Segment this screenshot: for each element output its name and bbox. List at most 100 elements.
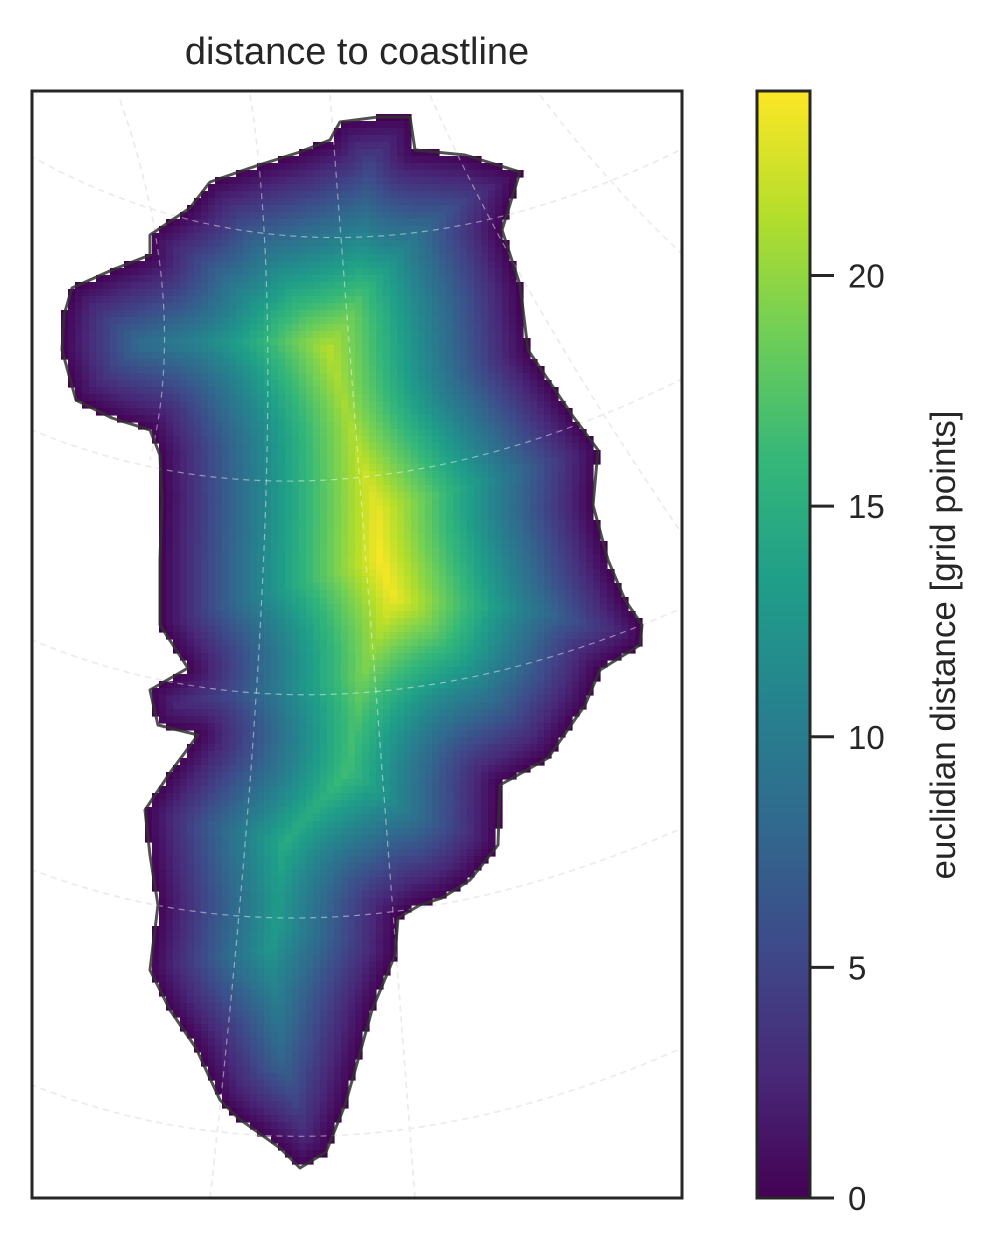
- heatmap-cell: [341, 128, 349, 136]
- heatmap-cell: [243, 492, 251, 500]
- heatmap-cell: [320, 212, 328, 220]
- heatmap-cell: [411, 597, 419, 605]
- heatmap-cell: [635, 632, 643, 640]
- heatmap-cell: [334, 506, 342, 514]
- heatmap-cell: [439, 296, 447, 304]
- heatmap-cell: [467, 695, 475, 703]
- heatmap-cell: [600, 653, 608, 661]
- heatmap-cell: [362, 429, 370, 437]
- heatmap-cell: [481, 436, 489, 444]
- heatmap-cell: [306, 716, 314, 724]
- heatmap-cell: [446, 541, 454, 549]
- heatmap-cell: [376, 345, 384, 353]
- heatmap-cell: [215, 576, 223, 584]
- heatmap-cell: [439, 583, 447, 591]
- heatmap-cell: [523, 527, 531, 535]
- heatmap-cell: [474, 373, 482, 381]
- heatmap-cell: [390, 408, 398, 416]
- heatmap-cell: [271, 310, 279, 318]
- heatmap-cell: [411, 562, 419, 570]
- heatmap-cell: [320, 394, 328, 402]
- heatmap-cell: [180, 569, 188, 577]
- heatmap-cell: [474, 331, 482, 339]
- heatmap-cell: [404, 590, 412, 598]
- heatmap-cell: [474, 170, 482, 178]
- heatmap-cell: [453, 212, 461, 220]
- heatmap-cell: [551, 492, 559, 500]
- heatmap-cell: [425, 282, 433, 290]
- heatmap-cell: [320, 611, 328, 619]
- heatmap-cell: [152, 247, 160, 255]
- heatmap-cell: [558, 478, 566, 486]
- heatmap-cell: [411, 716, 419, 724]
- heatmap-cell: [369, 317, 377, 325]
- heatmap-cell: [390, 562, 398, 570]
- heatmap-cell: [292, 177, 300, 185]
- heatmap-cell: [593, 555, 601, 563]
- heatmap-cell: [257, 387, 265, 395]
- heatmap-cell: [292, 457, 300, 465]
- heatmap-cell: [306, 184, 314, 192]
- heatmap-cell: [173, 443, 181, 451]
- heatmap-cell: [173, 478, 181, 486]
- heatmap-cell: [299, 443, 307, 451]
- heatmap-cell: [565, 485, 573, 493]
- heatmap-cell: [453, 611, 461, 619]
- heatmap-cell: [201, 268, 209, 276]
- heatmap-cell: [341, 506, 349, 514]
- heatmap-cell: [390, 394, 398, 402]
- heatmap-cell: [313, 387, 321, 395]
- heatmap-cell: [327, 660, 335, 668]
- heatmap-cell: [446, 660, 454, 668]
- heatmap-cell: [530, 681, 538, 689]
- heatmap-cell: [537, 555, 545, 563]
- heatmap-cell: [173, 394, 181, 402]
- heatmap-cell: [187, 422, 195, 430]
- heatmap-cell: [607, 583, 615, 591]
- heatmap-cell: [558, 611, 566, 619]
- heatmap-cell: [453, 408, 461, 416]
- heatmap-cell: [411, 408, 419, 416]
- heatmap-cell: [229, 709, 237, 717]
- heatmap-cell: [565, 632, 573, 640]
- heatmap-cell: [334, 541, 342, 549]
- heatmap-cell: [75, 366, 83, 374]
- heatmap-cell: [201, 618, 209, 626]
- heatmap-cell: [166, 485, 174, 493]
- heatmap-cell: [229, 443, 237, 451]
- heatmap-cell: [299, 275, 307, 283]
- heatmap-cell: [565, 429, 573, 437]
- heatmap-cell: [355, 660, 363, 668]
- heatmap-cell: [369, 366, 377, 374]
- heatmap-cell: [348, 268, 356, 276]
- heatmap-cell: [495, 373, 503, 381]
- heatmap-cell: [453, 436, 461, 444]
- heatmap-cell: [509, 401, 517, 409]
- heatmap-cell: [348, 527, 356, 535]
- heatmap-cell: [201, 408, 209, 416]
- heatmap-cell: [579, 681, 587, 689]
- heatmap-cell: [467, 597, 475, 605]
- heatmap-cell: [327, 436, 335, 444]
- heatmap-cell: [124, 380, 132, 388]
- heatmap-cell: [502, 387, 510, 395]
- heatmap-cell: [250, 688, 258, 696]
- heatmap-cell: [495, 450, 503, 458]
- heatmap-cell: [460, 513, 468, 521]
- heatmap-cell: [236, 226, 244, 234]
- heatmap-cell: [439, 555, 447, 563]
- heatmap-cell: [390, 534, 398, 542]
- heatmap-cell: [348, 366, 356, 374]
- heatmap-cell: [306, 401, 314, 409]
- heatmap-cell: [285, 569, 293, 577]
- heatmap-cell: [306, 485, 314, 493]
- heatmap-cell: [397, 562, 405, 570]
- heatmap-cell: [278, 233, 286, 241]
- heatmap-cell: [348, 191, 356, 199]
- heatmap-cell: [285, 170, 293, 178]
- heatmap-cell: [201, 303, 209, 311]
- heatmap-cell: [166, 695, 174, 703]
- heatmap-cell: [299, 352, 307, 360]
- heatmap-cell: [236, 268, 244, 276]
- heatmap-cell: [509, 373, 517, 381]
